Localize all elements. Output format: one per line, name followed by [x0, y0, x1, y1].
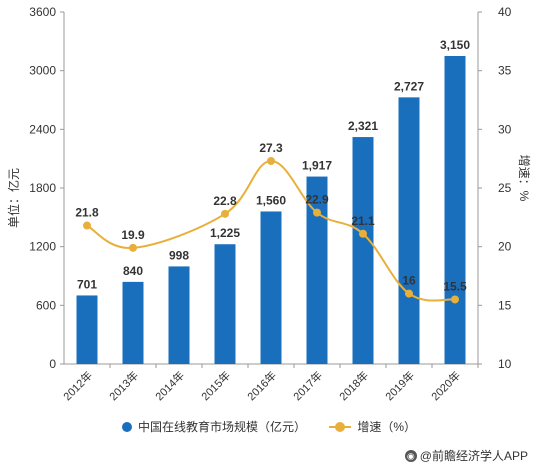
bar-value-label: 3,150: [440, 38, 470, 52]
right-tick-label: 35: [498, 64, 512, 78]
growth-rate-label: 21.8: [75, 206, 99, 220]
right-tick-label: 10: [498, 357, 512, 371]
growth-rate-label: 27.3: [259, 141, 283, 155]
bar: [76, 295, 98, 364]
bar: [306, 176, 328, 364]
growth-rate-label: 22.9: [305, 193, 329, 207]
right-tick-label: 15: [498, 298, 512, 312]
x-tick-label: 2015年: [198, 368, 233, 403]
x-tick-label: 2014年: [152, 368, 187, 403]
growth-rate-point: [221, 209, 229, 218]
bar: [444, 56, 466, 364]
legend-item-bar: 中国在线教育市场规模（亿元）: [121, 418, 306, 435]
growth-rate-point: [267, 157, 275, 166]
growth-rate-label: 19.9: [121, 228, 145, 242]
right-tick-label: 20: [498, 240, 512, 254]
legend-bar-swatch: [121, 421, 132, 432]
left-tick-label: 3600: [29, 5, 56, 19]
growth-rate-label: 21.1: [351, 214, 375, 228]
left-tick-label: 0: [49, 357, 56, 371]
legend-line-swatch: [329, 421, 352, 432]
left-tick-label: 3000: [29, 64, 56, 78]
left-tick-label: 600: [36, 298, 56, 312]
legend: 中国在线教育市场规模（亿元） 增速（%）: [0, 418, 538, 435]
left-tick-label: 1200: [29, 240, 56, 254]
source-text: @前瞻经济学人APP: [419, 449, 528, 463]
growth-rate-point: [83, 221, 91, 230]
x-tick-label: 2019年: [382, 368, 417, 403]
right-tick-label: 25: [498, 181, 512, 195]
legend-line-label: 增速（%）: [357, 420, 417, 434]
right-tick-label: 40: [498, 5, 512, 19]
right-axis-title: 增速：%: [517, 155, 531, 202]
bar: [122, 281, 144, 364]
growth-rate-label: 16: [402, 274, 416, 288]
x-tick-label: 2018年: [336, 368, 371, 403]
x-tick-label: 2017年: [290, 368, 325, 403]
growth-rate-point: [451, 295, 459, 304]
bar: [352, 137, 374, 364]
bar-value-label: 840: [123, 264, 143, 278]
bar: [214, 244, 236, 364]
legend-item-line: 增速（%）: [329, 418, 416, 435]
bar-value-label: 1,917: [302, 159, 332, 173]
growth-rate-label: 22.8: [213, 194, 237, 208]
source-footer: ◉ @前瞻经济学人APP: [404, 447, 528, 464]
bar: [260, 211, 282, 364]
growth-rate-point: [359, 229, 367, 238]
growth-rate-point: [405, 289, 413, 298]
bar: [168, 266, 190, 364]
bar-value-label: 701: [77, 277, 97, 291]
left-tick-label: 2400: [29, 122, 56, 136]
x-tick-label: 2012年: [60, 368, 95, 403]
legend-bar-label: 中国在线教育市场规模（亿元）: [137, 420, 306, 434]
growth-rate-point: [129, 243, 137, 252]
bar-value-label: 2,321: [348, 119, 378, 133]
x-tick-label: 2016年: [244, 368, 279, 403]
combo-chart: 0 600 1200 1800 2400 3000 3600 10 15 20 25 30 35 40 单位…: [6, 5, 531, 403]
bar-value-label: 998: [169, 248, 189, 262]
bar-value-label: 1,225: [210, 226, 240, 240]
bar: [398, 97, 420, 365]
bar-value-label: 1,560: [256, 193, 286, 207]
x-tick-label: 2013年: [106, 368, 141, 403]
bar-value-label: 2,727: [394, 79, 424, 93]
left-tick-label: 1800: [29, 181, 56, 195]
growth-rate-line: [86, 160, 456, 302]
right-tick-label: 30: [498, 122, 512, 136]
x-tick-label: 2020年: [428, 368, 463, 403]
source-logo-icon: ◉: [404, 449, 417, 462]
left-axis-title: 单位：亿元: [6, 168, 21, 228]
growth-rate-point: [313, 208, 321, 217]
growth-rate-label: 15.5: [443, 279, 467, 293]
